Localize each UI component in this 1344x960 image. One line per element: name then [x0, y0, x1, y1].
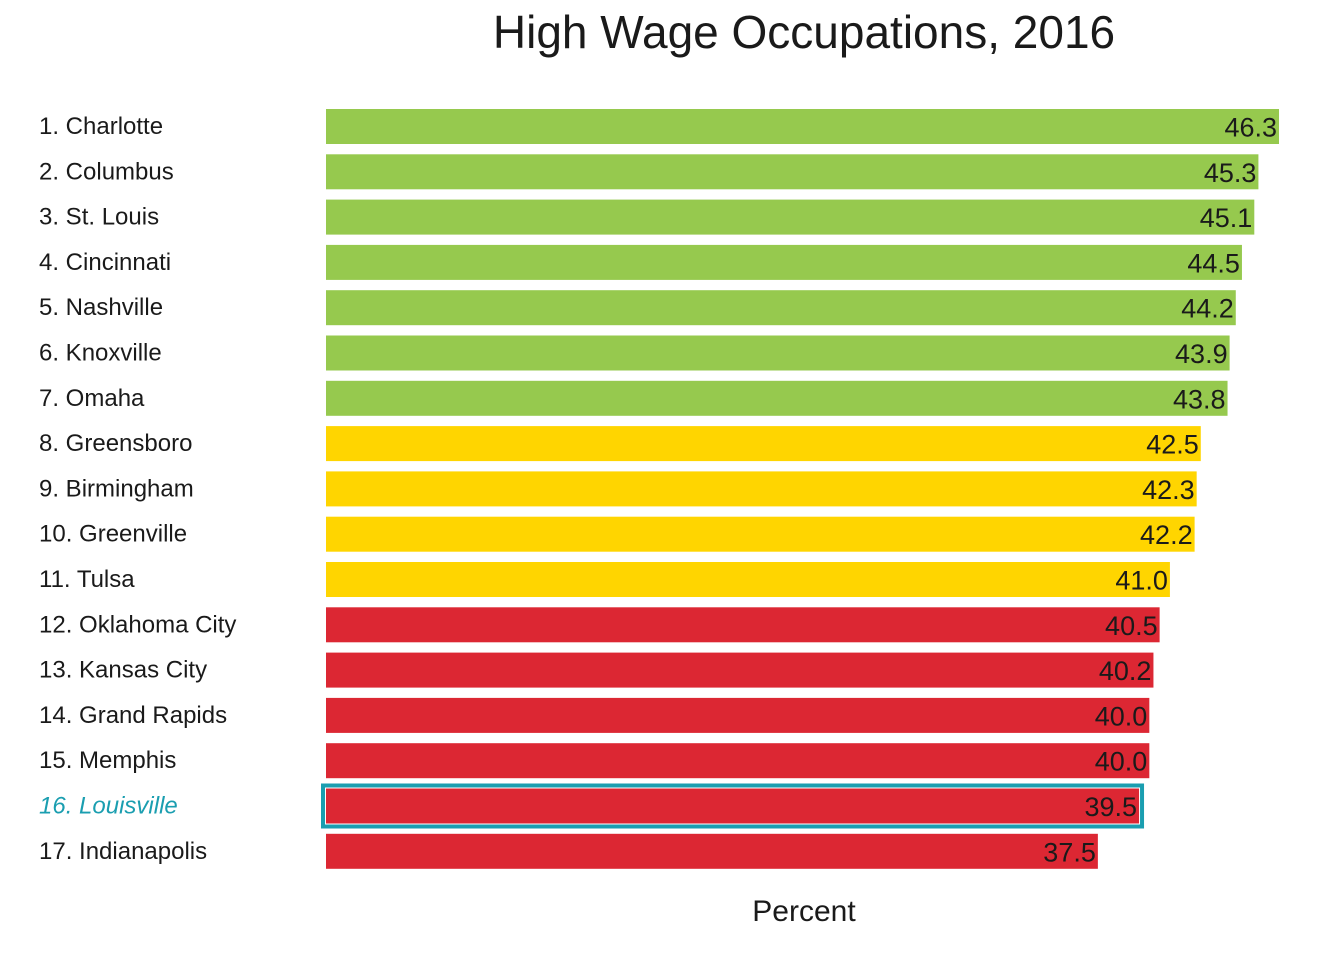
category-label: 8. Greensboro: [39, 430, 192, 457]
value-label: 40.0: [1095, 747, 1148, 777]
category-label: 16. Louisville: [39, 793, 178, 820]
value-label: 42.3: [1142, 475, 1195, 505]
category-label: 5. Nashville: [39, 294, 163, 321]
category-label: 9. Birmingham: [39, 475, 194, 502]
category-label: 3. St. Louis: [39, 204, 159, 231]
category-label: 10. Greenville: [39, 521, 187, 548]
category-label: 2. Columbus: [39, 158, 174, 185]
category-label: 12. Oklahoma City: [39, 611, 236, 638]
value-label: 42.5: [1146, 430, 1199, 460]
value-label: 44.2: [1181, 294, 1234, 324]
bar: [326, 833, 1098, 869]
bar: [326, 380, 1228, 416]
category-label: 1. Charlotte: [39, 113, 163, 140]
value-label: 45.3: [1204, 158, 1257, 188]
category-label: 15. Memphis: [39, 747, 176, 774]
category-label: 4. Cincinnati: [39, 249, 171, 276]
value-label: 39.5: [1084, 792, 1137, 822]
value-label: 40.2: [1099, 656, 1152, 686]
bar: [326, 109, 1279, 144]
bar: [326, 244, 1242, 280]
bar: [326, 697, 1150, 733]
category-label: 11. Tulsa: [39, 566, 135, 593]
category-label: 13. Kansas City: [39, 657, 207, 684]
category-label: 6. Knoxville: [39, 340, 162, 367]
category-label: 7. Omaha: [39, 385, 145, 412]
bar: [326, 743, 1150, 779]
value-label: 40.0: [1095, 701, 1148, 731]
bar: [326, 652, 1154, 688]
value-label: 45.1: [1200, 203, 1253, 233]
value-label: 46.3: [1224, 113, 1277, 143]
chart-title: High Wage Occupations, 2016: [492, 6, 1116, 58]
bar: [326, 788, 1140, 824]
value-label: 43.8: [1173, 384, 1226, 414]
value-label: 37.5: [1043, 837, 1096, 867]
category-label: 14. Grand Rapids: [39, 702, 227, 729]
value-label: 41.0: [1115, 566, 1168, 596]
value-label: 44.5: [1187, 248, 1240, 278]
bar: [326, 199, 1255, 235]
highlight-outline: [321, 783, 1145, 829]
value-label: 43.9: [1175, 339, 1228, 369]
x-axis-label: Percent: [752, 895, 856, 928]
category-label: 17. Indianapolis: [39, 838, 207, 865]
bar: [326, 426, 1201, 462]
value-label: 42.2: [1140, 520, 1193, 550]
value-label: 40.5: [1105, 611, 1158, 641]
bar: [326, 516, 1195, 552]
bar: [326, 471, 1197, 507]
bar: [326, 290, 1236, 326]
bar: [326, 607, 1160, 643]
bar: [326, 562, 1170, 597]
bar: [326, 154, 1259, 190]
bar: [326, 335, 1230, 371]
